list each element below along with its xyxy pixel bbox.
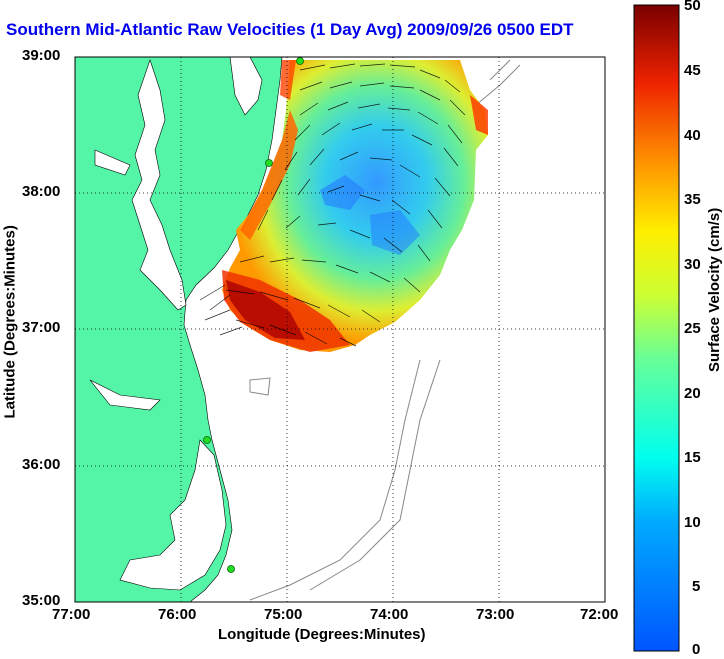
ytick-label: 37:00: [22, 319, 61, 336]
ytick-label: 35:00: [22, 592, 61, 609]
colorbar-tick: 5: [692, 578, 701, 595]
colorbar-tick: 35: [684, 191, 701, 208]
station-marker: [227, 565, 235, 573]
colorbar-tick: 40: [684, 127, 701, 144]
xtick-label: 74:00: [370, 606, 409, 623]
colorbar-label: Surface Velocity (cm/s): [706, 207, 723, 372]
pamlico-sound: [119, 439, 227, 591]
ytick-label: 39:00: [22, 47, 61, 64]
grid: [75, 57, 605, 602]
colorbar-tick: 15: [684, 449, 701, 466]
colorbar-tick: 25: [684, 320, 701, 337]
colorbar-tick: 30: [684, 256, 701, 273]
x-axis-label: Longitude (Degrees:Minutes): [218, 626, 426, 643]
chesapeake-bay: [131, 59, 187, 311]
colorbar: [633, 4, 680, 652]
xtick-label: 76:00: [158, 606, 197, 623]
colorbar-tick: 50: [684, 0, 701, 14]
delaware-bay: [229, 57, 263, 116]
xtick-label: 72:00: [580, 606, 619, 623]
xtick-label: 75:00: [264, 606, 303, 623]
station-marker: [265, 159, 273, 167]
xtick-label: 73:00: [476, 606, 515, 623]
ytick-label: 38:00: [22, 183, 61, 200]
colorbar-tick: 10: [684, 514, 701, 531]
map-title: Southern Mid-Atlantic Raw Velocities (1 …: [6, 20, 574, 39]
colorbar-tick: 20: [684, 385, 701, 402]
land-mass: [75, 57, 283, 602]
station-marker: [203, 436, 211, 444]
xtick-label: 77:00: [52, 606, 91, 623]
ytick-label: 36:00: [22, 456, 61, 473]
colorbar-tick: 45: [684, 62, 701, 79]
y-axis-label: Latitude (Degrees:Minutes): [1, 225, 19, 419]
station-marker: [296, 57, 304, 65]
colorbar-tick: 0: [692, 641, 701, 658]
